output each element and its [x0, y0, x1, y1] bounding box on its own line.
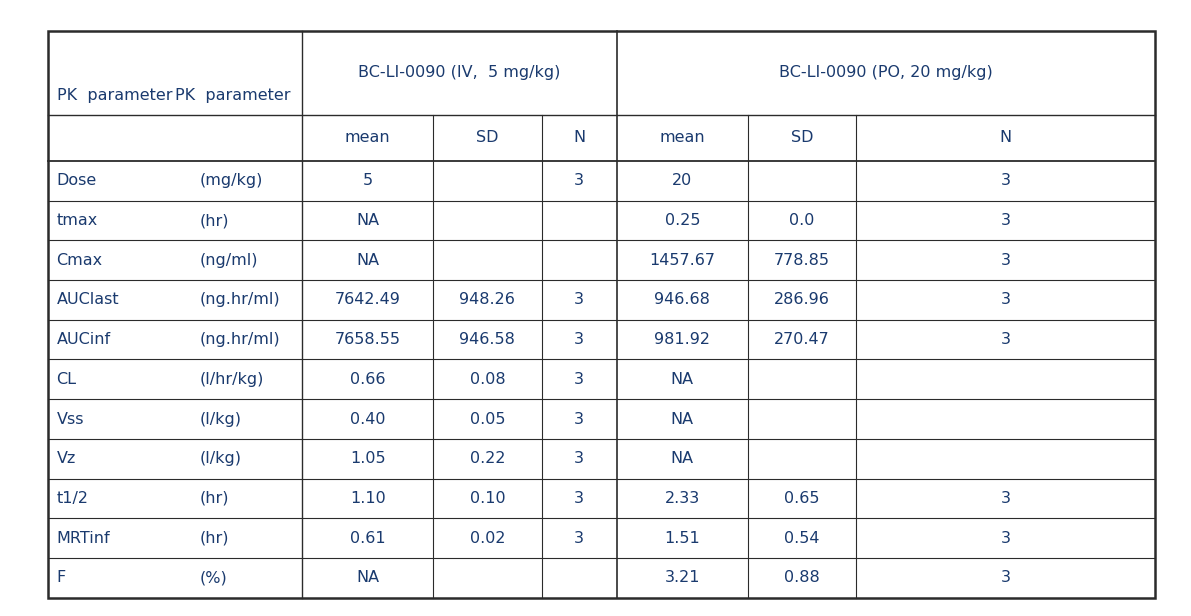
Text: mean: mean	[345, 131, 391, 145]
Text: 0.66: 0.66	[350, 372, 386, 387]
Text: 3: 3	[1000, 530, 1011, 546]
Text: 981.92: 981.92	[654, 332, 710, 347]
Text: 3: 3	[1000, 253, 1011, 268]
Text: 3: 3	[574, 411, 585, 426]
Text: 946.58: 946.58	[460, 332, 516, 347]
Text: 7642.49: 7642.49	[335, 293, 400, 307]
Text: CL: CL	[56, 372, 76, 387]
Text: BC-LI-0090 (PO, 20 mg/kg): BC-LI-0090 (PO, 20 mg/kg)	[779, 65, 993, 80]
Text: (%): (%)	[199, 570, 227, 585]
Text: 7658.55: 7658.55	[335, 332, 400, 347]
Text: 0.22: 0.22	[469, 451, 505, 466]
Text: 0.10: 0.10	[469, 491, 505, 506]
Text: NA: NA	[356, 213, 379, 228]
Text: 0.61: 0.61	[350, 530, 386, 546]
Text: 0.40: 0.40	[350, 411, 386, 426]
Text: 3: 3	[574, 332, 585, 347]
Text: (l/kg): (l/kg)	[199, 411, 242, 426]
Text: 3: 3	[574, 451, 585, 466]
Text: 3: 3	[1000, 213, 1011, 228]
Text: 1.51: 1.51	[665, 530, 700, 546]
Text: 3: 3	[574, 372, 585, 387]
Text: (ng.hr/ml): (ng.hr/ml)	[199, 332, 280, 347]
Text: (l/hr/kg): (l/hr/kg)	[199, 372, 263, 387]
Text: t1/2: t1/2	[56, 491, 88, 506]
Text: Vz: Vz	[56, 451, 76, 466]
Text: 3: 3	[574, 491, 585, 506]
Text: NA: NA	[671, 451, 694, 466]
Text: BC-LI-0090 (IV,  5 mg/kg): BC-LI-0090 (IV, 5 mg/kg)	[358, 65, 561, 80]
Text: (ng.hr/ml): (ng.hr/ml)	[199, 293, 280, 307]
Text: 1457.67: 1457.67	[649, 253, 716, 268]
Text: 20: 20	[672, 174, 692, 188]
Text: NA: NA	[671, 372, 694, 387]
Text: 948.26: 948.26	[460, 293, 516, 307]
Text: F: F	[56, 570, 66, 585]
Text: 3: 3	[574, 293, 585, 307]
Text: 5: 5	[363, 174, 373, 188]
Text: NA: NA	[671, 411, 694, 426]
Text: 3: 3	[1000, 332, 1011, 347]
Text: MRTinf: MRTinf	[56, 530, 110, 546]
Text: 0.02: 0.02	[469, 530, 505, 546]
Text: 286.96: 286.96	[774, 293, 830, 307]
Text: 3: 3	[574, 174, 585, 188]
Text: 3.21: 3.21	[665, 570, 700, 585]
Text: 0.08: 0.08	[469, 372, 505, 387]
Text: (hr): (hr)	[199, 491, 229, 506]
Text: Dose: Dose	[56, 174, 96, 188]
Text: Vss: Vss	[56, 411, 85, 426]
Text: (ng/ml): (ng/ml)	[199, 253, 258, 268]
Text: (mg/kg): (mg/kg)	[199, 174, 263, 188]
Text: 1.10: 1.10	[350, 491, 386, 506]
Text: N: N	[999, 131, 1012, 145]
Text: AUClast: AUClast	[56, 293, 119, 307]
Text: tmax: tmax	[56, 213, 98, 228]
Text: PK  parameter: PK parameter	[175, 89, 291, 103]
Text: 1.05: 1.05	[350, 451, 386, 466]
Text: 0.25: 0.25	[665, 213, 700, 228]
Text: (hr): (hr)	[199, 530, 229, 546]
Text: 0.65: 0.65	[784, 491, 819, 506]
Text: Cmax: Cmax	[56, 253, 102, 268]
Text: AUCinf: AUCinf	[56, 332, 111, 347]
Text: 3: 3	[574, 530, 585, 546]
Text: 0.05: 0.05	[469, 411, 505, 426]
Text: SD: SD	[791, 131, 813, 145]
Text: 0.0: 0.0	[790, 213, 815, 228]
Text: 778.85: 778.85	[774, 253, 830, 268]
Text: 2.33: 2.33	[665, 491, 700, 506]
Text: 3: 3	[1000, 293, 1011, 307]
Text: 270.47: 270.47	[774, 332, 830, 347]
Text: 3: 3	[1000, 570, 1011, 585]
Text: NA: NA	[356, 570, 379, 585]
Text: NA: NA	[356, 253, 379, 268]
Text: 0.54: 0.54	[784, 530, 819, 546]
Text: 3: 3	[1000, 491, 1011, 506]
Text: SD: SD	[476, 131, 499, 145]
Text: (hr): (hr)	[199, 213, 229, 228]
Text: PK  parameter: PK parameter	[56, 89, 172, 103]
Text: 946.68: 946.68	[654, 293, 710, 307]
Text: (l/kg): (l/kg)	[199, 451, 242, 466]
Text: mean: mean	[660, 131, 705, 145]
Text: N: N	[573, 131, 585, 145]
Text: 0.88: 0.88	[784, 570, 819, 585]
Text: 3: 3	[1000, 174, 1011, 188]
